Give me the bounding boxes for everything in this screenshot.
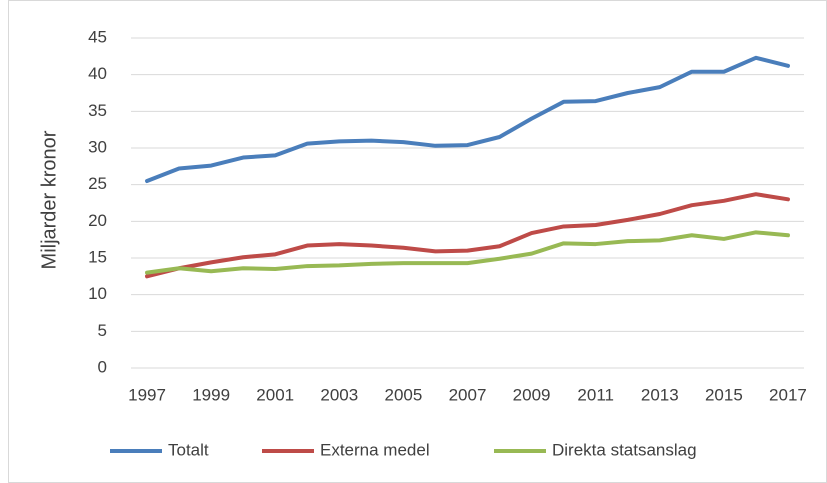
y-tick-label: 35 bbox=[88, 101, 107, 120]
series-line bbox=[145, 230, 790, 275]
y-tick-label: 0 bbox=[98, 357, 107, 376]
y-axis-label: Miljarder kronor bbox=[38, 130, 60, 269]
x-tick-label: 2015 bbox=[705, 385, 743, 404]
x-tick-label: 1999 bbox=[192, 385, 230, 404]
y-tick-label: 15 bbox=[88, 247, 107, 266]
x-tick-label: 2009 bbox=[513, 385, 551, 404]
y-tick-label: 30 bbox=[88, 137, 107, 156]
y-tick-label: 40 bbox=[88, 64, 107, 83]
y-tick-label: 10 bbox=[88, 284, 107, 303]
y-tick-label: 45 bbox=[88, 27, 107, 46]
y-tick-label: 20 bbox=[88, 211, 107, 230]
x-tick-label: 2003 bbox=[320, 385, 358, 404]
x-tick-label: 2013 bbox=[641, 385, 679, 404]
x-tick-label: 2005 bbox=[384, 385, 422, 404]
x-tick-label: 2007 bbox=[449, 385, 487, 404]
x-tick-label: 2017 bbox=[769, 385, 807, 404]
y-tick-label: 5 bbox=[98, 321, 107, 340]
legend-label: Externa medel bbox=[320, 440, 430, 459]
x-tick-label: 1997 bbox=[128, 385, 166, 404]
series-line bbox=[145, 55, 790, 183]
legend-label: Direkta statsanslag bbox=[552, 440, 697, 459]
x-tick-label: 2001 bbox=[256, 385, 294, 404]
x-tick-label: 2011 bbox=[577, 385, 614, 404]
y-tick-label: 25 bbox=[88, 174, 107, 193]
series-line bbox=[145, 192, 790, 279]
legend-label: Totalt bbox=[168, 440, 209, 459]
